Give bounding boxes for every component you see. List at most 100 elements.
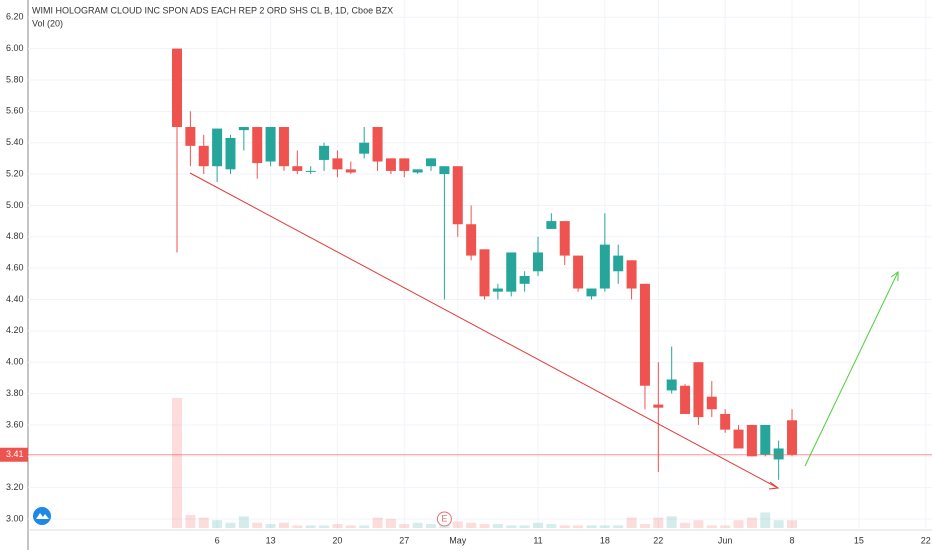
y-tick-label: 5.80 — [6, 74, 24, 84]
x-tick-label: Jun — [718, 535, 733, 545]
volume-bar — [319, 525, 330, 528]
candle-body — [680, 385, 691, 414]
x-tick-label: 27 — [399, 535, 409, 545]
indicator-label: Vol (20) — [32, 18, 63, 28]
volume-bar — [332, 524, 343, 528]
volume-bar — [639, 524, 650, 528]
volume-bar — [680, 522, 691, 528]
earnings-marker — [436, 511, 452, 527]
volume-bar — [452, 521, 463, 528]
y-tick-label: 6.00 — [6, 43, 24, 53]
candle-body — [693, 362, 704, 418]
forecast-line — [804, 271, 899, 467]
forecast-arrow-head — [890, 271, 899, 281]
candle-body — [238, 127, 249, 131]
candle-body — [385, 158, 396, 171]
volume-bar — [345, 525, 356, 528]
x-tick-label: 11 — [533, 535, 542, 545]
volume-bar — [385, 518, 396, 528]
x-tick-label: 15 — [854, 535, 864, 545]
candle-body — [519, 275, 530, 284]
candle-body — [613, 255, 624, 272]
last-price-box — [0, 447, 28, 462]
y-tick-label: 4.40 — [6, 294, 24, 304]
volume-bar — [613, 525, 624, 528]
candle-body — [292, 166, 303, 171]
candle-body — [746, 424, 757, 457]
candles — [172, 48, 798, 480]
volume-bar — [546, 524, 557, 528]
y-tick-label: 3.00 — [6, 513, 24, 523]
candle-body — [319, 145, 330, 160]
volume-bar — [305, 525, 316, 528]
x-tick-label: 18 — [600, 535, 610, 545]
candle-body — [492, 288, 503, 292]
logo-mark — [36, 513, 49, 519]
volume-bar — [787, 520, 798, 528]
volume-bar — [412, 522, 423, 528]
candle-body — [185, 127, 196, 146]
volume-bar — [760, 512, 771, 528]
candle-body — [706, 396, 717, 410]
candle-body — [225, 137, 236, 170]
x-tick-label: 6 — [215, 535, 220, 545]
candle-body — [345, 169, 356, 173]
trend-arrow-head — [768, 481, 780, 490]
x-tick-label: May — [449, 535, 467, 545]
chart-title: WIMI HOLOGRAM CLOUD INC SPON ADS EACH RE… — [32, 5, 393, 15]
volume-bar — [733, 520, 744, 528]
volume-bar — [372, 517, 383, 528]
candle-body — [666, 379, 677, 391]
volume-bar — [212, 520, 223, 528]
candle-body — [212, 128, 223, 167]
volume-bar — [653, 517, 664, 528]
x-tick-label: 20 — [332, 535, 342, 545]
y-tick-label: 4.20 — [6, 325, 24, 335]
volume-bar — [185, 515, 196, 528]
volume-bar — [466, 522, 477, 528]
volume-bar — [265, 524, 276, 528]
y-tick-label: 5.40 — [6, 137, 24, 147]
volume-bar — [479, 524, 490, 528]
candle-body — [546, 221, 557, 229]
candle-body — [506, 252, 517, 292]
candle-body — [426, 158, 437, 167]
y-tick-label: 5.20 — [6, 168, 24, 178]
candle-body — [479, 249, 490, 297]
trend-line — [189, 172, 779, 489]
volume-bar — [172, 398, 182, 528]
candle-body — [760, 424, 771, 455]
x-tick-label: 8 — [790, 535, 795, 545]
candle-body — [573, 255, 584, 289]
candle-body — [439, 166, 450, 175]
volume-bar — [252, 522, 263, 528]
volume-bar — [359, 525, 370, 528]
y-tick-label: 5.60 — [6, 106, 24, 116]
volume-bar — [706, 525, 717, 528]
candle-body — [172, 48, 182, 128]
volume-bar — [599, 525, 610, 528]
volume-bar — [198, 517, 209, 528]
y-tick-label: 3.20 — [6, 482, 24, 492]
candle-body — [720, 413, 731, 430]
y-tick-label: 3.60 — [6, 419, 24, 429]
x-tick-label: 22 — [653, 535, 663, 545]
candle-body — [787, 420, 798, 455]
candle-body — [412, 169, 423, 173]
y-tick-label: 4.00 — [6, 357, 24, 367]
volume-bar — [399, 524, 410, 528]
volume-bar — [506, 525, 517, 528]
volume-bar — [693, 520, 704, 528]
candle-body — [452, 166, 463, 225]
volume-bar — [746, 517, 757, 528]
candle-body — [532, 252, 543, 272]
volume-bar — [720, 525, 731, 528]
y-tick-label: 4.60 — [6, 263, 24, 273]
y-tick-label: 5.00 — [6, 200, 24, 210]
candle-body — [559, 221, 570, 256]
volume-bar — [278, 522, 289, 528]
candle-body — [278, 127, 289, 167]
candle-body — [372, 127, 383, 162]
volume-bar — [519, 525, 530, 528]
x-tick-label: 13 — [266, 535, 276, 545]
